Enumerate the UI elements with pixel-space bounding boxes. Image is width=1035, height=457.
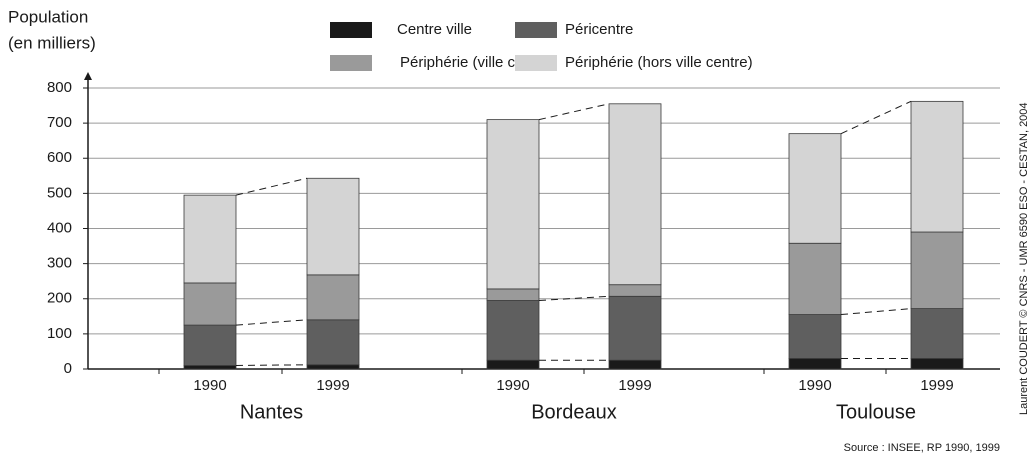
bar-segment [910, 358, 964, 370]
connector [235, 364, 308, 366]
connector [840, 308, 912, 316]
source: Source : INSEE, RP 1990, 1999 [844, 442, 1000, 454]
y-tick-label: 500 [47, 184, 72, 201]
bar-segment [608, 359, 662, 370]
bar-segment [608, 103, 662, 286]
bar-segment [910, 308, 964, 359]
bar-segment [910, 100, 964, 233]
group-label: Bordeaux [531, 401, 617, 423]
y-tick-label: 600 [47, 149, 72, 166]
bar-segment [306, 319, 360, 366]
bar-segment [788, 133, 842, 244]
bar-segment [486, 288, 540, 301]
legend-label: Péricentre [565, 21, 633, 38]
group-label: Nantes [240, 401, 303, 423]
x-tick-label: 1990 [193, 377, 226, 394]
legend-swatch [515, 55, 557, 71]
y-tick-label: 700 [47, 114, 72, 131]
legend-label: Périphérie (hors ville centre) [565, 54, 753, 71]
y-tick-label: 0 [64, 360, 72, 377]
x-tick-label: 1990 [798, 377, 831, 394]
legend-swatch [515, 22, 557, 38]
y-axis-title: Population [8, 7, 88, 26]
bar-segment [608, 284, 662, 297]
bar-segment [910, 231, 964, 309]
bar-segment [306, 364, 360, 370]
legend-swatch [330, 22, 372, 38]
bar-segment [788, 242, 842, 315]
bar-segment [788, 358, 842, 370]
bar-segment [183, 365, 237, 370]
bar-segment [306, 274, 360, 321]
bar-segment [788, 314, 842, 359]
x-tick-label: 1999 [618, 377, 651, 394]
y-tick-label: 800 [47, 79, 72, 96]
bar-segment [486, 119, 540, 290]
x-tick-label: 1990 [496, 377, 529, 394]
x-tick-label: 1999 [316, 377, 349, 394]
bar-segment [306, 177, 360, 276]
credit: Laurent COUDERT © CNRS - UMR 6590 ESO - … [1018, 102, 1030, 415]
bar-segment [183, 194, 237, 284]
bar-segment [183, 324, 237, 366]
x-tick-label: 1999 [920, 377, 953, 394]
axis-arrow [84, 72, 92, 80]
connector [235, 177, 308, 196]
bar-segment [183, 282, 237, 326]
y-tick-label: 400 [47, 219, 72, 236]
y-tick-label: 100 [47, 325, 72, 342]
bar-segment [608, 295, 662, 361]
connector [235, 319, 308, 326]
y-tick-label: 300 [47, 255, 72, 272]
y-axis-title: (en milliers) [8, 33, 96, 52]
bar-segment [486, 359, 540, 370]
y-tick-label: 200 [47, 290, 72, 307]
legend-label: Centre ville [397, 21, 472, 38]
connector [840, 100, 912, 135]
legend-swatch [330, 55, 372, 71]
bar-segment [486, 300, 540, 361]
connector [538, 103, 610, 121]
group-label: Toulouse [836, 401, 916, 423]
